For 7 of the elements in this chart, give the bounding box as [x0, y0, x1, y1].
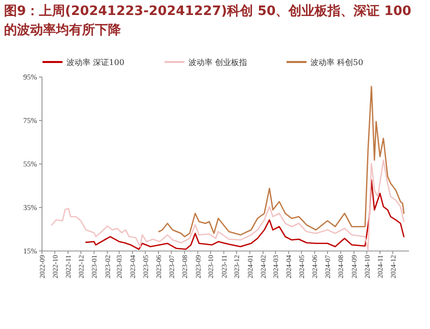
line-series	[51, 159, 405, 251]
line-series	[85, 179, 405, 250]
legend-label: 波动率 创业板指	[188, 58, 248, 67]
line-series	[158, 86, 405, 238]
chart-title: 图9：上周(20241223-20241227)科创 50、创业板指、深证 100 的波动率均有所下降	[4, 3, 412, 40]
legend-label: 波动率 深证100	[66, 58, 124, 67]
legend-label: 波动率 科创50	[310, 58, 364, 67]
